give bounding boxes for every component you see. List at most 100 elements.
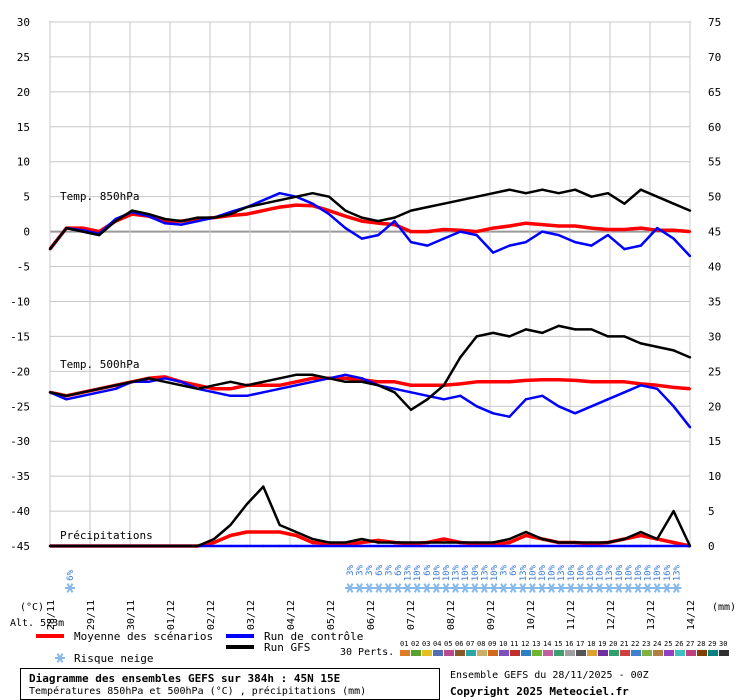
series-point <box>442 537 446 541</box>
series-point <box>623 202 626 205</box>
series-point <box>147 544 150 548</box>
series-point <box>262 209 265 212</box>
series-point <box>294 384 298 387</box>
series-point <box>475 195 478 198</box>
series-point <box>541 223 544 226</box>
snowflake-icon <box>594 583 605 593</box>
series-point <box>557 405 560 408</box>
snowflake-icon <box>671 583 682 593</box>
series-point <box>524 530 528 534</box>
left-tick-label: 25 <box>17 51 30 64</box>
series-point <box>196 384 199 387</box>
series-point <box>508 188 511 191</box>
snow-badge-pct: 6% <box>66 569 76 580</box>
snow-badge-pct: 10% <box>442 564 452 581</box>
series-point <box>688 356 692 359</box>
pert-swatch <box>631 650 641 656</box>
pert-swatch <box>433 650 443 656</box>
snowflake-icon <box>345 583 355 593</box>
series-point <box>491 226 495 230</box>
series-point <box>524 534 528 537</box>
date-label: 13/12 <box>646 600 657 630</box>
series-point <box>147 212 150 216</box>
right-tick-label: 40 <box>708 261 721 274</box>
series-point <box>311 541 314 544</box>
series-point <box>688 426 692 429</box>
pert-number: 13 <box>532 640 540 648</box>
series-point <box>623 380 626 384</box>
copyright: Copyright 2025 Meteociel.fr <box>450 685 629 698</box>
pert-swatch <box>642 650 652 656</box>
series-point <box>229 394 232 397</box>
left-tick-label: 20 <box>17 86 30 99</box>
series-point <box>344 209 347 212</box>
series-point <box>212 384 216 387</box>
series-point <box>655 387 659 390</box>
run-info: Ensemble GEFS du 28/11/2025 - 00Z <box>450 670 649 681</box>
date-label: 03/12 <box>246 600 257 630</box>
snow-badge-pct: 13% <box>519 564 529 581</box>
series-point <box>672 405 675 408</box>
series-point <box>524 398 528 401</box>
snowflake-icon <box>633 583 643 593</box>
pert-swatch <box>444 650 454 656</box>
pert-number: 16 <box>565 640 573 648</box>
series-point <box>327 212 331 216</box>
pert-number: 06 <box>455 640 463 648</box>
pert-number: 19 <box>598 640 606 648</box>
series-point <box>294 544 298 548</box>
series-point <box>393 391 396 394</box>
pert-swatch <box>422 650 432 656</box>
series-point <box>65 544 68 548</box>
snow-badge-pct: 6% <box>423 564 433 575</box>
date-label: 08/12 <box>446 600 457 630</box>
snow-badge-pct: 3% <box>346 564 356 575</box>
pert-number: 10 <box>499 640 507 648</box>
series-point <box>212 387 216 390</box>
series-point <box>393 219 396 223</box>
date-label: 10/12 <box>526 600 537 630</box>
pert-swatch <box>609 650 619 656</box>
right-tick-label: 75 <box>708 16 721 29</box>
series-point <box>377 384 380 387</box>
right-tick-label: 50 <box>708 191 721 204</box>
series-point <box>475 380 478 384</box>
series-point <box>672 386 675 389</box>
pert-number: 08 <box>477 640 485 648</box>
series-point <box>262 202 265 205</box>
series-point <box>245 544 249 548</box>
series-point <box>491 544 495 548</box>
series-point <box>442 541 446 544</box>
series-point <box>147 215 150 218</box>
series-point <box>262 380 265 384</box>
snowflake-icon <box>431 583 442 593</box>
series-point <box>147 380 150 384</box>
series-point <box>98 387 101 390</box>
pert-number: 04 <box>433 640 441 648</box>
pert-number: 07 <box>466 640 474 648</box>
series-point <box>229 387 232 390</box>
snowflake-icon <box>489 583 499 593</box>
pert-number: 22 <box>631 640 639 648</box>
pert-swatch <box>708 650 718 656</box>
series-point <box>212 391 216 394</box>
pert-number: 20 <box>609 640 617 648</box>
snowflake-icon <box>604 583 615 593</box>
snowflake-icon <box>575 583 586 593</box>
series-point <box>114 544 117 548</box>
series-point <box>491 380 495 384</box>
left-tick-label: 10 <box>17 156 30 169</box>
series-point <box>442 398 446 401</box>
series-point <box>163 377 167 380</box>
series-point <box>245 530 249 534</box>
series-point <box>639 188 642 191</box>
series-point <box>377 219 380 223</box>
right-tick-label: 20 <box>708 400 721 413</box>
pert-swatch <box>565 650 575 656</box>
snow-badge-pct: 10% <box>538 564 548 581</box>
series-point <box>491 331 495 335</box>
series-point <box>81 226 85 230</box>
snowflake-icon <box>393 583 403 593</box>
series-line-precip <box>50 485 692 548</box>
series-point <box>475 405 478 408</box>
